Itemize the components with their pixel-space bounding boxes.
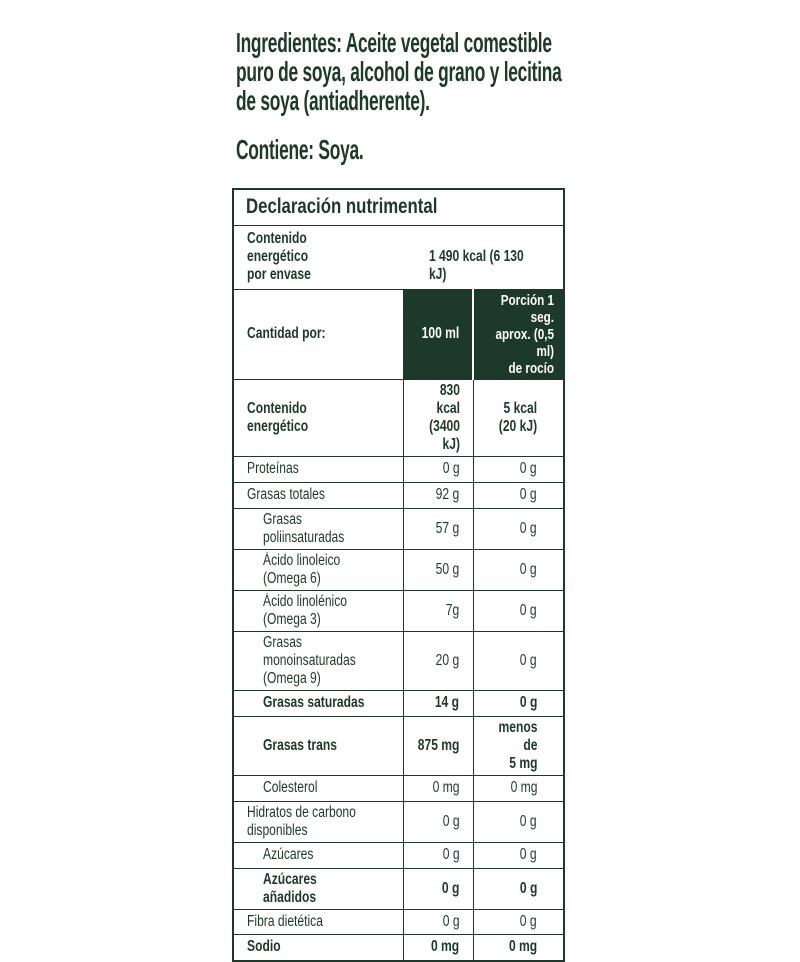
nutrient-label: Sodio [247,938,281,956]
nutrient-value-portion: 0 mg [508,938,538,956]
table-row: Proteínas 0 g 0 g [232,455,565,483]
quantity-per-label: Cantidad por: [247,325,326,342]
nutrient-value-portion: 0 g [520,651,538,669]
nutrient-label: Proteínas [247,460,299,477]
ingredients-line: Ingredientes: Aceite vegetal comestible [236,27,552,58]
nutrient-label: Grasas saturadas [263,694,365,711]
ingredients-paragraph: Ingredientes: Aceite vegetal comestible … [236,28,761,115]
nutrient-value-portion: 0 g [520,460,538,477]
nutrient-value-portion: 0 g [520,560,538,578]
nutrient-value-100ml: 0 mg [432,779,460,796]
nutrient-value-portion: menos de 5 mg [498,718,538,772]
column-header-100ml: 100 ml [421,325,459,342]
nutrient-label: Hidratos de carbono disponibles [247,803,356,839]
nutrient-value-portion: 0 g [519,694,538,711]
nutrient-value-100ml: 830 kcal (3400 kJ) [428,381,460,453]
nutrient-label: Grasas trans [263,736,337,754]
nutrient-value-portion: 0 g [520,812,538,830]
nutrient-label: Grasas totales [247,486,325,503]
table-title-row: Declaración nutrimental [232,188,565,226]
nutrient-label: Grasas poliinsaturadas [263,510,345,546]
nutrient-value-portion: 0 g [519,879,538,897]
nutrient-value-100ml: 0 g [442,812,460,830]
nutrient-value-portion: 0 g [520,519,538,537]
nutrient-value-100ml: 0 g [442,846,460,863]
contains-statement: Contiene: Soya. [236,134,364,165]
energy-per-package-value: 1 490 kcal (6 130 kJ) [429,247,525,283]
table-row: Ácido linolénico (Omega 3) 7g 0 g [232,589,565,632]
nutrient-label: Colesterol [263,779,318,796]
table-row: Grasas poliinsaturadas 57 g 0 g [232,507,565,550]
nutrient-value-100ml: 0 g [442,912,460,930]
table-title: Declaración nutrimental [246,195,438,219]
ingredients-line: de soya (antiadherente). [236,85,430,116]
nutrient-value-100ml: 0 g [442,460,460,477]
nutrient-label: Azúcares [263,846,314,863]
table-row: Grasas trans 875 mg menos de 5 mg [232,715,565,776]
nutrient-value-portion: 0 g [520,846,538,863]
nutrient-value-portion: 5 kcal (20 kJ) [498,399,538,435]
nutrient-label: Ácido linolénico (Omega 3) [263,592,348,628]
energy-per-package-label: Contenido energético por envase [247,229,311,283]
nutrient-label: Contenido energético [247,399,309,435]
nutrition-facts-table: Declaración nutrimental Contenido energé… [232,188,566,962]
nutrient-label: Fibra dietética [247,912,323,930]
table-row: Grasas monoinsaturadas (Omega 9) 20 g 0 … [232,630,565,691]
table-row: Azúcares 0 g 0 g [232,841,565,869]
nutrient-value-100ml: 7g [446,601,460,619]
column-header-portion: Porción 1 seg. aprox. (0,5 ml) de rocío [495,291,555,377]
table-row: Hidratos de carbono disponibles 0 g 0 g [232,800,565,843]
table-row: Sodio 0 mg 0 mg [232,933,565,962]
nutrient-value-portion: 0 mg [510,779,538,796]
nutrient-label: Grasas monoinsaturadas (Omega 9) [263,633,356,687]
nutrient-label: Azúcares añadidos [263,870,317,906]
table-row: Azúcares añadidos 0 g 0 g [232,867,565,910]
ingredients-line: puro de soya, alcohol de grano y lecitin… [236,56,562,87]
column-header-row: Cantidad por: 100 ml Porción 1 seg. apro… [232,288,565,380]
table-row: Colesterol 0 mg 0 mg [232,774,565,802]
nutrient-value-100ml: 875 mg [417,736,460,754]
nutrient-value-100ml: 57 g [435,519,460,537]
nutrient-label: Ácido linoleico (Omega 6) [263,551,341,587]
table-row: Grasas saturadas 14 g 0 g [232,689,565,717]
nutrient-value-100ml: 0 g [442,879,460,897]
nutrient-value-portion: 0 g [520,601,538,619]
table-row: Grasas totales 92 g 0 g [232,481,565,509]
table-row: Fibra dietética 0 g 0 g [232,908,565,935]
nutrient-value-100ml: 14 g [435,694,460,711]
nutrition-label-page: { "colors": { "ink": "#1c392b", "backgro… [232,28,761,962]
nutrient-value-100ml: 0 mg [431,938,460,956]
nutrient-value-portion: 0 g [520,912,538,930]
table-row: Ácido linoleico (Omega 6) 50 g 0 g [232,548,565,591]
nutrient-value-100ml: 20 g [435,651,460,669]
energy-per-package-row: Contenido energético por envase 1 490 kc… [232,224,565,290]
table-row: Contenido energético 830 kcal (3400 kJ) … [232,378,565,457]
nutrient-value-100ml: 92 g [435,486,460,503]
nutrient-value-100ml: 50 g [435,560,460,578]
nutrient-value-portion: 0 g [520,486,538,503]
